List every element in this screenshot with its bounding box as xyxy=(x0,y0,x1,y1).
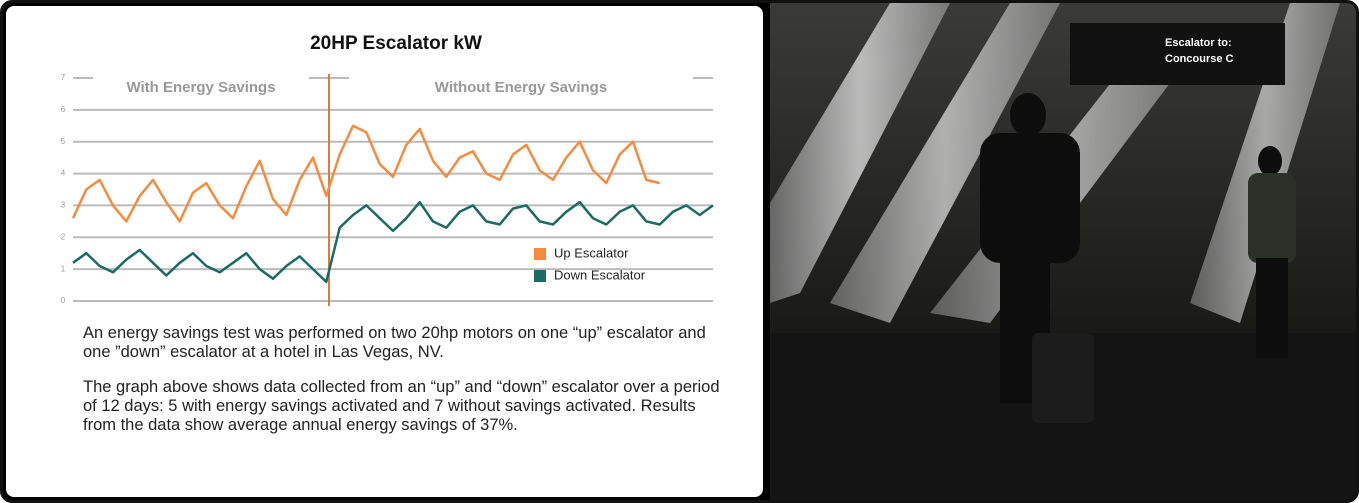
paragraph: The graph above shows data collected fro… xyxy=(83,378,733,435)
y-tick-label: 0 xyxy=(61,296,66,305)
y-tick-label: 4 xyxy=(61,169,66,178)
legend-label: Up Escalator xyxy=(554,245,629,260)
y-tick-label: 6 xyxy=(61,105,66,114)
y-tick-label: 5 xyxy=(61,137,66,146)
slide: 20HP Escalator kW 0 1 2 3 4 5 6 7 With Energy Sa… xyxy=(0,0,1359,503)
paragraph: An energy savings test was performed on … xyxy=(83,324,733,362)
sign-text: Concourse C xyxy=(1165,53,1234,65)
annotation: Without Energy Savings xyxy=(435,79,607,96)
sign-text: Escalator to: xyxy=(1165,37,1232,49)
photo: Escalator to: Concourse C xyxy=(770,3,1356,500)
legend-label: Down Escalator xyxy=(554,267,646,282)
y-tick-label: 7 xyxy=(61,73,66,82)
y-tick-label: 1 xyxy=(61,264,66,273)
annotation: With Energy Savings xyxy=(126,79,275,96)
left-panel: 20HP Escalator kW 0 1 2 3 4 5 6 7 With Energy Sa… xyxy=(6,6,763,497)
chart-title: 20HP Escalator kW xyxy=(310,33,482,54)
y-tick-label: 3 xyxy=(61,201,66,210)
legend-swatch xyxy=(534,270,546,282)
y-tick-label: 2 xyxy=(61,232,66,241)
legend-swatch xyxy=(534,248,546,260)
chart: 20HP Escalator kW 0 1 2 3 4 5 6 7 With Energy Sa… xyxy=(6,6,763,316)
